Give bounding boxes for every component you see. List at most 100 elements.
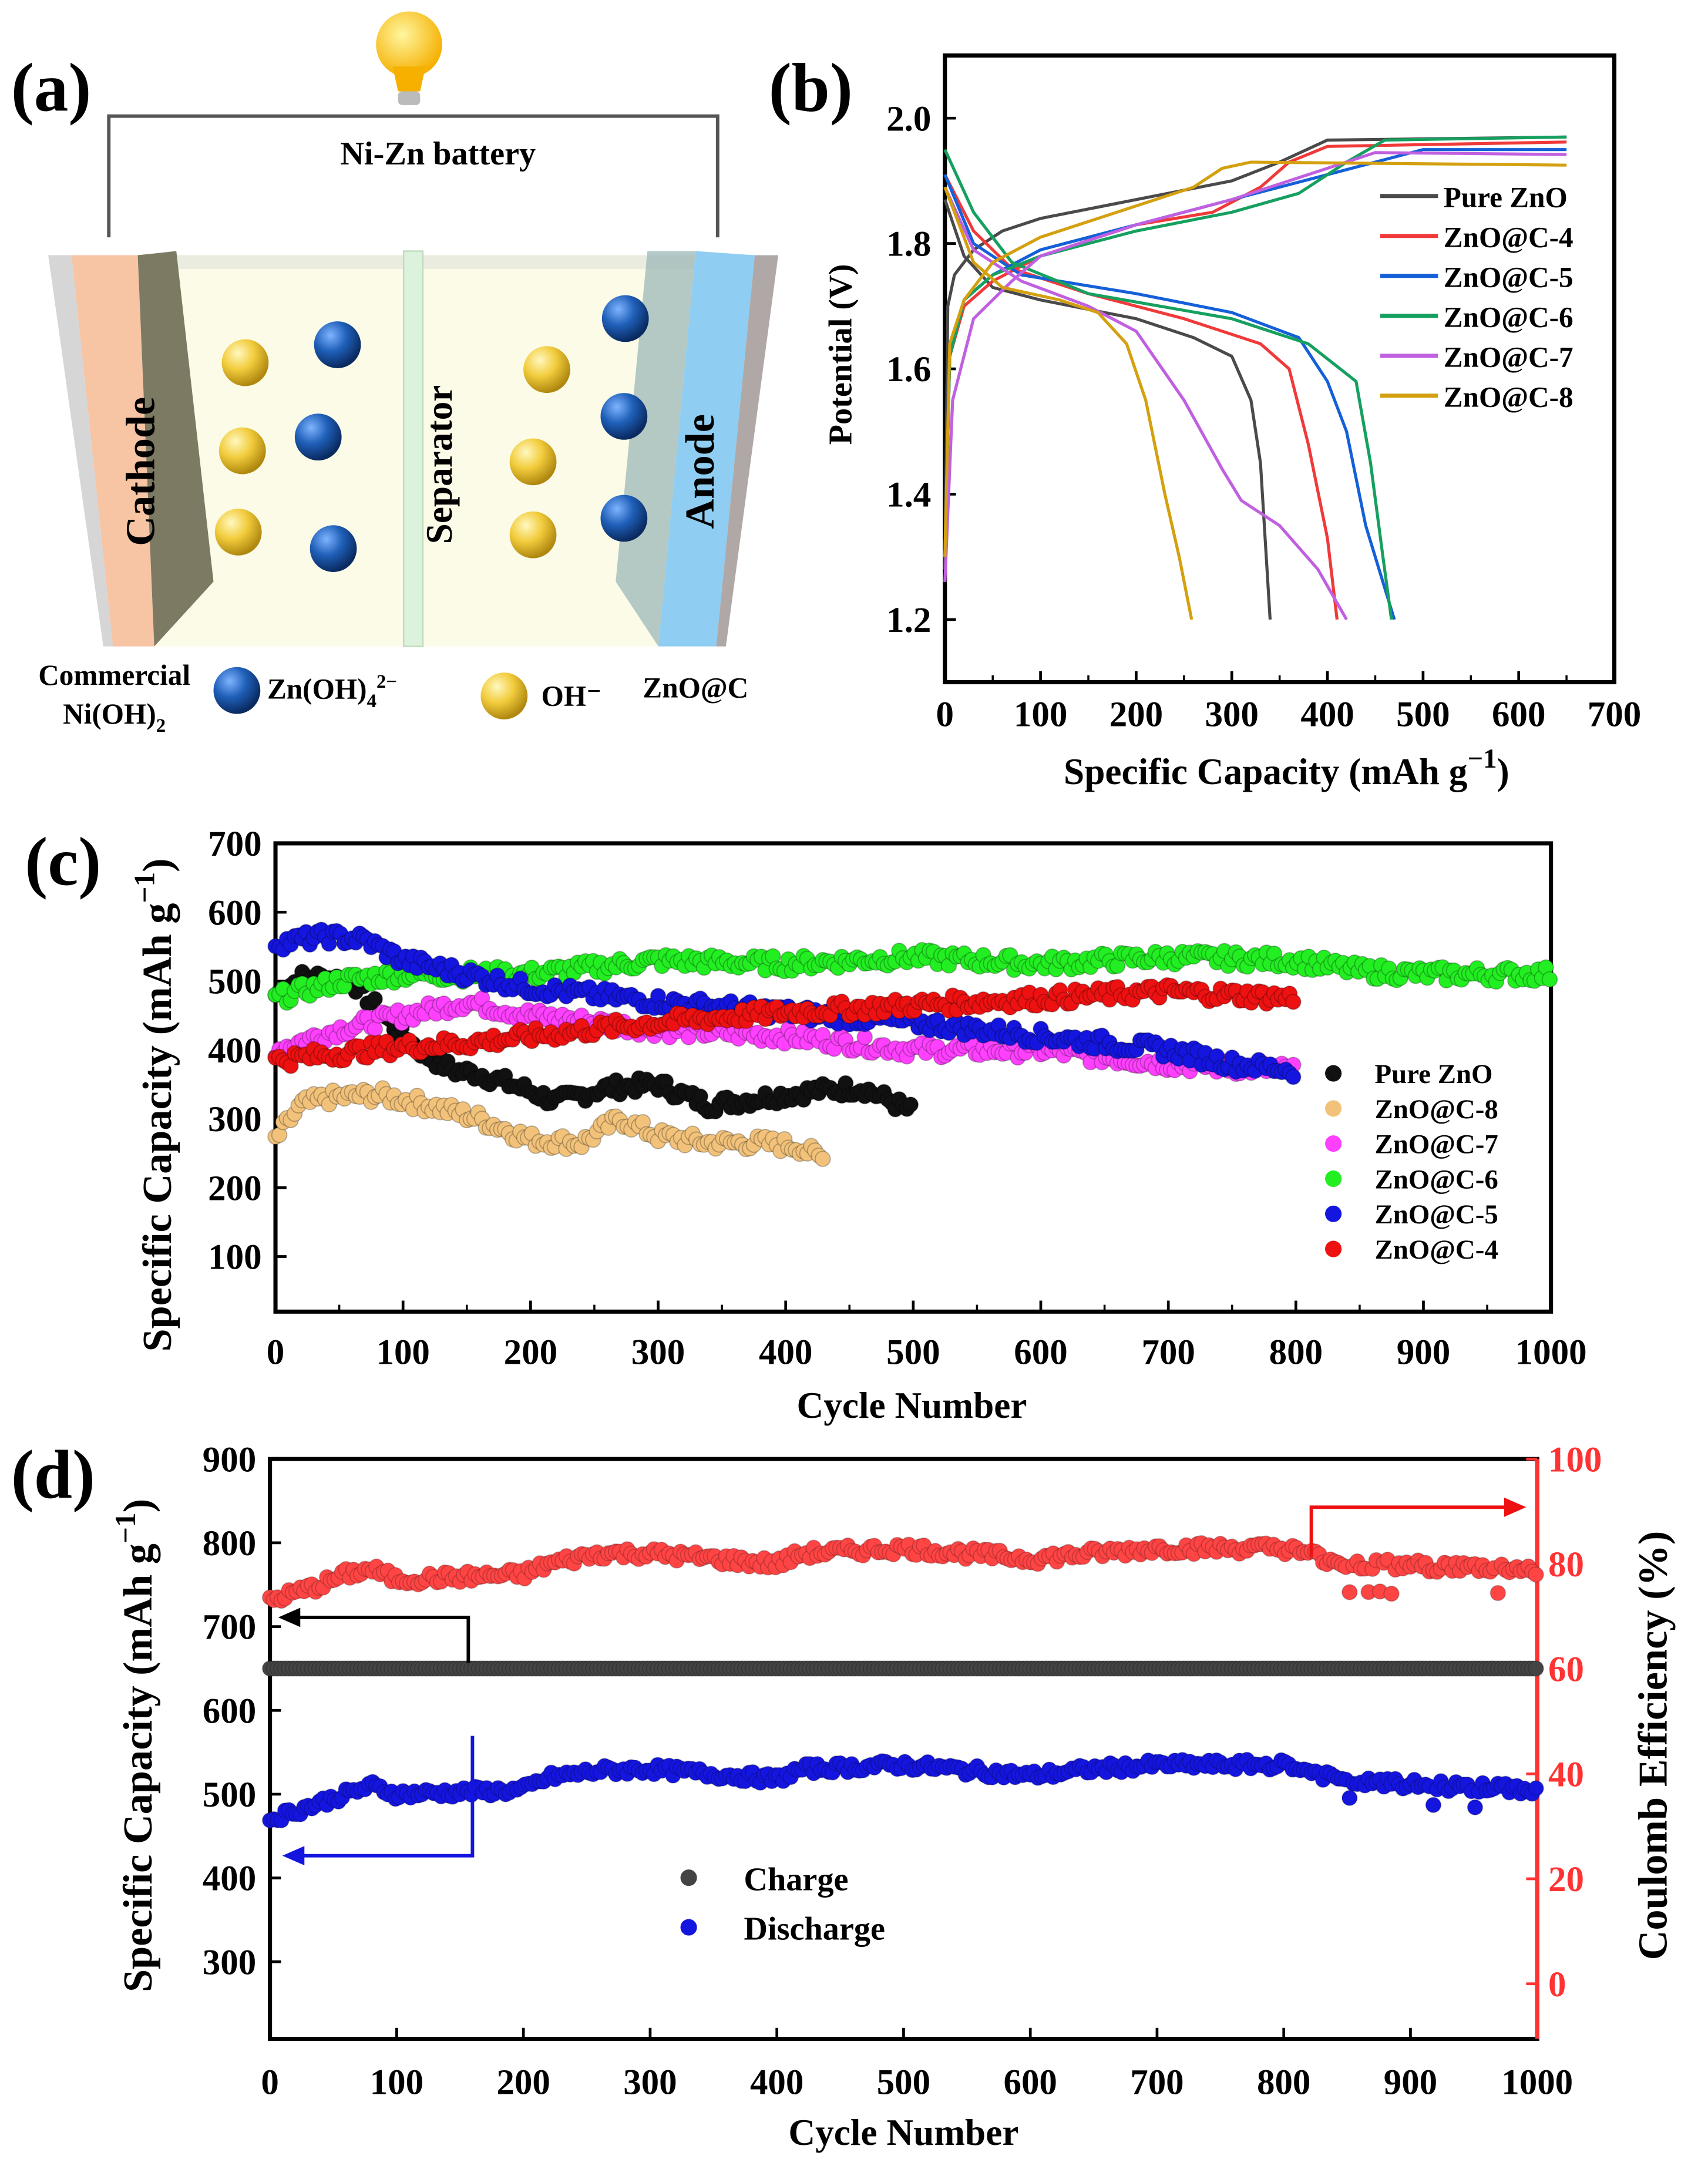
y-axis-title-text: Specific Capacity (mAh g bbox=[135, 903, 180, 1352]
legend-marker bbox=[1325, 1205, 1342, 1222]
x-axis-title-sup: −1 bbox=[1467, 744, 1497, 774]
discharge-curve-zno-c-6 bbox=[943, 149, 1393, 620]
anode-active-layer bbox=[616, 251, 696, 647]
schematic-legend: Commercial Ni(OH)2 Zn(OH)42− OH⁻ ZnO@C bbox=[38, 659, 748, 736]
y-tick-label: 600 bbox=[208, 893, 261, 933]
x-tick-label: 900 bbox=[1397, 1333, 1450, 1372]
legend-label: Pure ZnO bbox=[1374, 1059, 1492, 1089]
x-tick-label: 500 bbox=[886, 1333, 940, 1372]
panel-label-a: (a) bbox=[11, 50, 92, 126]
legend-marker bbox=[1325, 1240, 1342, 1257]
y2-axis-title: Coulomb Efficiency (%) bbox=[1630, 1531, 1676, 1960]
x-tick-label: 300 bbox=[623, 2063, 677, 2102]
y2-tick-label: 80 bbox=[1548, 1545, 1584, 1585]
charge-curve-zno-c-7 bbox=[943, 151, 1567, 582]
coulomb-efficiency-point bbox=[1383, 1585, 1400, 1602]
legend-label: ZnO@C-7 bbox=[1374, 1129, 1498, 1160]
y-tick-label: 800 bbox=[203, 1524, 256, 1563]
data-point bbox=[367, 1021, 384, 1038]
legend-label: ZnO@C-4 bbox=[1444, 221, 1573, 253]
x-axis-title: Specific Capacity (mAh g−1) bbox=[1064, 744, 1509, 792]
legend-anode-material: ZnO@C bbox=[643, 671, 748, 704]
x-tick-label: 200 bbox=[496, 2063, 550, 2102]
legend-label: ZnO@C-8 bbox=[1374, 1094, 1498, 1125]
panel-d-chart: 0 100 200 300 400 500 600 700 800 900 100030040050… bbox=[109, 1440, 1676, 2153]
x-tick-label: 200 bbox=[504, 1333, 557, 1372]
separator bbox=[402, 250, 424, 647]
y-tick-label: 600 bbox=[203, 1691, 256, 1731]
x-tick-label: 600 bbox=[1492, 695, 1545, 735]
legend-label: ZnO@C-6 bbox=[1374, 1164, 1498, 1195]
x-tick-label: 400 bbox=[1300, 695, 1354, 735]
y-axis-title-sup: −1 bbox=[129, 872, 161, 903]
x-tick-label: 500 bbox=[877, 2063, 930, 2102]
legend-label: Pure ZnO bbox=[1444, 181, 1568, 213]
panel-label-c: (c) bbox=[25, 824, 101, 900]
x-axis-title-end: ) bbox=[1497, 751, 1509, 792]
anode-current-collector bbox=[716, 255, 779, 647]
x-tick-label: 300 bbox=[1205, 695, 1259, 735]
legend-zincate-formula: Zn(OH) bbox=[267, 673, 367, 705]
y-tick-label: 300 bbox=[203, 1943, 256, 1982]
discharge-point bbox=[1528, 1780, 1544, 1797]
legend-label: ZnO@C-5 bbox=[1374, 1199, 1498, 1230]
y-axis-title-end: ) bbox=[115, 1499, 161, 1512]
x-axis-title: Cycle Number bbox=[788, 2112, 1018, 2153]
y-tick-label: 900 bbox=[203, 1440, 256, 1479]
y-tick-label: 400 bbox=[208, 1031, 261, 1071]
y-tick-label: 2.0 bbox=[886, 99, 931, 139]
legend-cathode-line2: Ni(OH)2 bbox=[63, 698, 166, 736]
x-tick-label: 0 bbox=[267, 1333, 284, 1372]
legend-hydroxide-ball bbox=[480, 672, 528, 719]
charge-curve-zno-c-8 bbox=[943, 160, 1567, 557]
legend-label: ZnO@C-4 bbox=[1374, 1235, 1498, 1265]
x-tick-label: 100 bbox=[1014, 695, 1067, 735]
x-tick-label: 900 bbox=[1384, 2063, 1437, 2102]
y-axis-title: Potential (V) bbox=[822, 264, 859, 445]
cathode-active-layer bbox=[137, 251, 214, 647]
discharge-point bbox=[1341, 1790, 1358, 1807]
arrow-head-icon bbox=[282, 1846, 305, 1866]
battery-title: Ni-Zn battery bbox=[340, 136, 536, 172]
x-axis-title-text: Cycle Number bbox=[796, 1385, 1027, 1426]
y-tick-label: 700 bbox=[208, 825, 261, 864]
y-tick-label: 500 bbox=[203, 1775, 256, 1815]
y-axis-title-sup: −1 bbox=[109, 1512, 142, 1543]
legend-cathode-line1: Commercial bbox=[38, 659, 190, 691]
y-tick-label: 1.4 bbox=[886, 476, 931, 515]
legend-label: Discharge bbox=[744, 1911, 885, 1948]
cathode-current-collector bbox=[48, 255, 113, 647]
panel-label-b: (b) bbox=[769, 50, 853, 126]
data-point bbox=[902, 1096, 919, 1113]
legend-label: ZnO@C-5 bbox=[1444, 261, 1573, 293]
x-tick-label: 700 bbox=[1588, 695, 1641, 735]
x-tick-label: 400 bbox=[759, 1333, 812, 1372]
y-tick-label: 1.2 bbox=[886, 601, 931, 640]
x-tick-label: 600 bbox=[1003, 2063, 1057, 2102]
coulomb-efficiency-point bbox=[1341, 1584, 1358, 1600]
legend-hydroxide: OH⁻ bbox=[542, 680, 602, 712]
discharge-curve-zno-c-4 bbox=[943, 174, 1339, 620]
discharge-curve-zno-c-7 bbox=[943, 186, 1348, 621]
x-tick-label: 300 bbox=[631, 1333, 685, 1372]
zincate-ions bbox=[294, 295, 649, 572]
y-tick-label: 500 bbox=[208, 963, 261, 1002]
coulomb-efficiency-point bbox=[1528, 1566, 1544, 1583]
panel-a-schematic: (a) Ni-Zn battery Cathode Separator Anod… bbox=[11, 11, 779, 736]
y2-tick-label: 20 bbox=[1548, 1860, 1584, 1899]
legend-zincate-sup: 2− bbox=[376, 671, 397, 692]
y-axis-title-text: Specific Capacity (mAh g bbox=[115, 1543, 161, 1992]
charge-point bbox=[1528, 1660, 1544, 1677]
circuit-wire bbox=[107, 114, 719, 238]
arrow-to-left-axis bbox=[294, 1615, 470, 1663]
light-bulb-icon bbox=[376, 11, 442, 105]
legend-cathode-formula: Ni(OH) bbox=[63, 698, 156, 730]
y-axis-title-end: ) bbox=[135, 858, 180, 872]
legend-zincate-sub: 4 bbox=[367, 691, 376, 712]
panel-c-chart: 0 100 200 300 400 500 600 700 800 900 1000 100 200 30… bbox=[129, 825, 1587, 1426]
data-point bbox=[1541, 971, 1558, 988]
data-point bbox=[1285, 1068, 1302, 1085]
hydroxide-ions bbox=[214, 339, 570, 559]
y-tick-label: 100 bbox=[208, 1238, 261, 1277]
discharge-curve-pure-zno bbox=[943, 199, 1272, 620]
